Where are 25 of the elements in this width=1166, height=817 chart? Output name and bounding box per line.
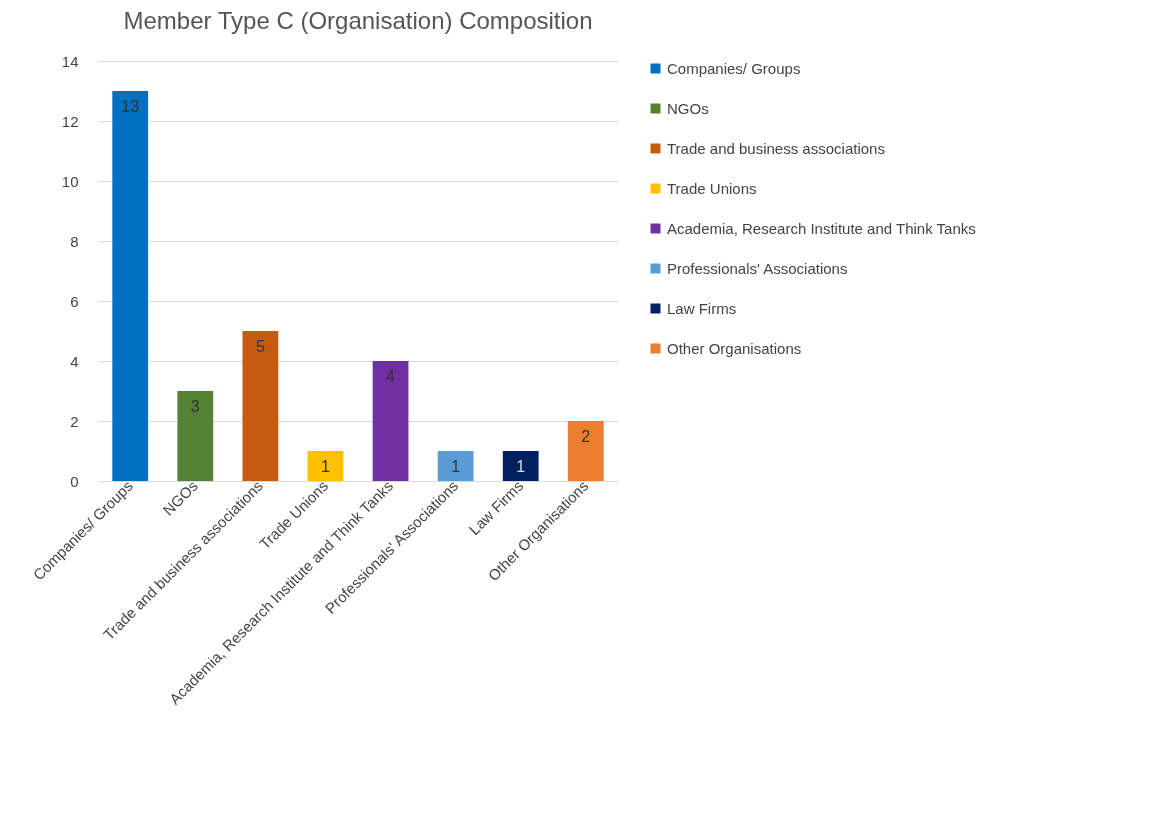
data-label: 5 bbox=[255, 338, 265, 355]
y-tick-label: 0 bbox=[70, 472, 79, 490]
data-label: 1 bbox=[321, 458, 331, 475]
y-tick-label: 2 bbox=[70, 412, 79, 430]
legend-label: Other Organisations bbox=[667, 339, 802, 357]
legend-label: Law Firms bbox=[667, 299, 737, 317]
y-tick-label: 8 bbox=[70, 232, 79, 250]
data-label: 4 bbox=[386, 368, 396, 385]
data-label: 3 bbox=[190, 398, 200, 415]
y-tick-label: 4 bbox=[70, 352, 79, 370]
data-label: 1 bbox=[451, 458, 461, 475]
legend-label: Academia, Research Institute and Think Tanks bbox=[667, 219, 976, 237]
legend-label: NGOs bbox=[667, 99, 709, 117]
data-label: 2 bbox=[581, 428, 591, 445]
y-tick-label: 6 bbox=[70, 292, 79, 310]
legend-label: Trade and business associations bbox=[667, 139, 885, 157]
chart-title: Member Type C (Organisation) Composition bbox=[123, 7, 593, 34]
y-tick-label: 10 bbox=[61, 172, 79, 190]
y-tick-label: 14 bbox=[61, 52, 79, 70]
y-tick-label: 12 bbox=[61, 112, 79, 130]
data-label: 13 bbox=[121, 98, 140, 115]
data-label: 1 bbox=[516, 458, 526, 475]
legend-label: Companies/ Groups bbox=[667, 59, 801, 77]
legend-label: Trade Unions bbox=[667, 179, 757, 197]
legend-label: Professionals' Associations bbox=[667, 259, 848, 277]
